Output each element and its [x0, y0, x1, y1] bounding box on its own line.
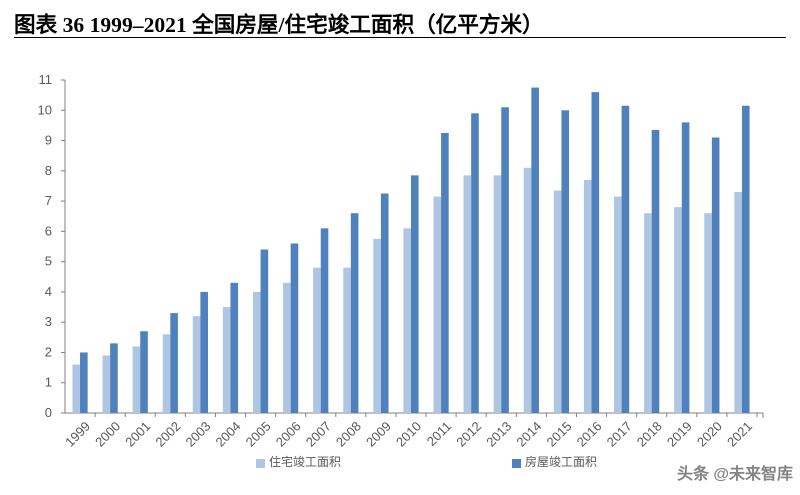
svg-text:房屋竣工面积: 房屋竣工面积	[525, 454, 597, 469]
svg-text:2019: 2019	[664, 419, 695, 450]
svg-text:2004: 2004	[213, 419, 244, 450]
svg-text:住宅竣工面积: 住宅竣工面积	[269, 454, 341, 469]
svg-text:2008: 2008	[333, 419, 364, 450]
svg-text:2007: 2007	[303, 419, 334, 450]
svg-text:2011: 2011	[424, 419, 454, 449]
svg-text:1999: 1999	[62, 419, 93, 450]
svg-text:2017: 2017	[604, 419, 635, 450]
svg-text:7: 7	[45, 193, 52, 208]
svg-text:2005: 2005	[243, 419, 274, 450]
svg-text:9: 9	[45, 133, 52, 148]
svg-text:2020: 2020	[694, 419, 725, 450]
svg-text:2013: 2013	[483, 419, 514, 450]
svg-text:0: 0	[45, 405, 52, 420]
svg-text:6: 6	[45, 223, 52, 238]
svg-text:2021: 2021	[724, 419, 755, 450]
svg-text:2016: 2016	[574, 419, 605, 450]
svg-text:2018: 2018	[634, 419, 665, 450]
svg-text:10: 10	[38, 102, 52, 117]
svg-text:5: 5	[45, 254, 52, 269]
svg-text:11: 11	[39, 72, 53, 87]
svg-text:头条 @未来智库: 头条 @未来智库	[677, 464, 793, 483]
svg-text:2014: 2014	[513, 419, 544, 450]
svg-text:1: 1	[45, 375, 52, 390]
svg-text:2015: 2015	[543, 419, 574, 450]
svg-text:2001: 2001	[122, 419, 153, 450]
svg-text:2006: 2006	[273, 419, 304, 450]
svg-text:8: 8	[45, 163, 52, 178]
svg-text:2003: 2003	[182, 419, 213, 450]
svg-text:4: 4	[45, 284, 52, 299]
svg-text:2009: 2009	[363, 419, 394, 450]
svg-text:2010: 2010	[393, 419, 424, 450]
svg-text:2002: 2002	[152, 419, 183, 450]
svg-text:3: 3	[45, 314, 52, 329]
svg-text:2: 2	[45, 344, 52, 359]
svg-text:2000: 2000	[92, 419, 123, 450]
svg-text:2012: 2012	[453, 419, 484, 450]
